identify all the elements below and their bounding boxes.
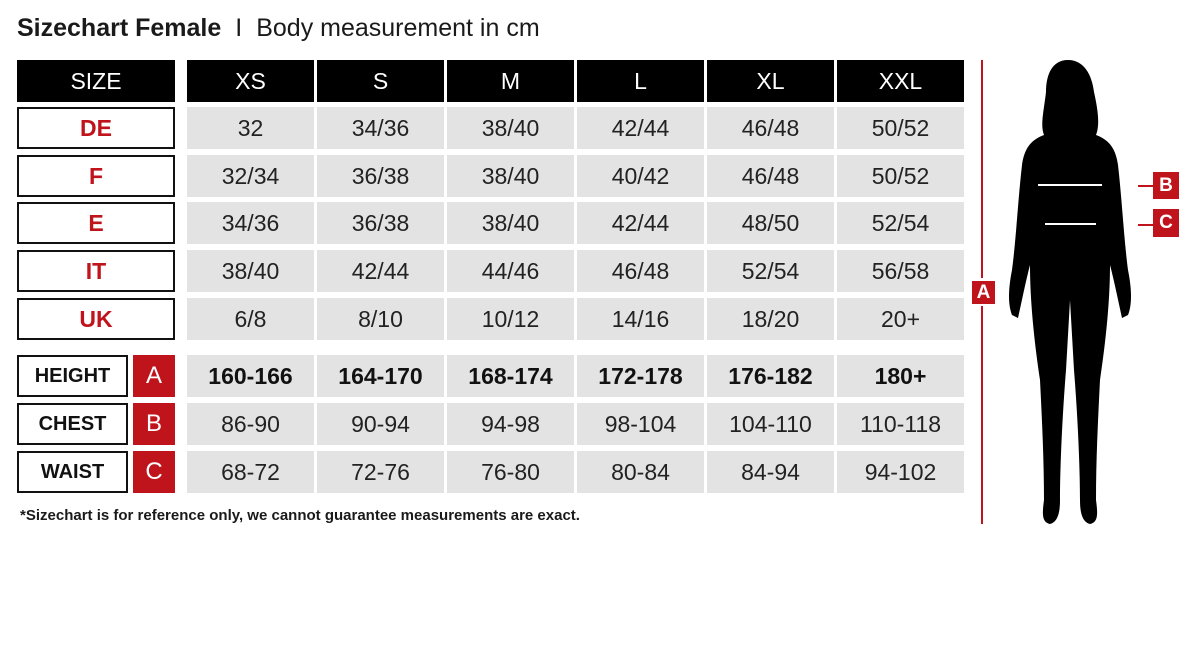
- table-cell: 18/20: [707, 298, 834, 340]
- table-cell: 46/48: [577, 250, 704, 292]
- table-cell: 52/54: [837, 202, 964, 244]
- height-tag-a: A: [972, 281, 995, 304]
- table-cell: 38/40: [447, 155, 574, 197]
- page-title: Sizechart Female I Body measurement in cm: [17, 14, 540, 43]
- height-line-top: [981, 60, 983, 278]
- table-cell: 34/36: [317, 107, 444, 149]
- table-cell: 164-170: [317, 355, 444, 397]
- table-cell: 176-182: [707, 355, 834, 397]
- table-cell: 14/16: [577, 298, 704, 340]
- footnote: *Sizechart is for reference only, we can…: [20, 507, 580, 524]
- chest-tick: [1138, 185, 1154, 187]
- country-label-f: F: [17, 155, 175, 197]
- table-cell: 68-72: [187, 451, 314, 493]
- country-label-uk: UK: [17, 298, 175, 340]
- waist-tag-c: C: [1153, 209, 1179, 237]
- table-cell: 90-94: [317, 403, 444, 445]
- table-cell: 36/38: [317, 155, 444, 197]
- table-cell: 42/44: [577, 202, 704, 244]
- country-label-it: IT: [17, 250, 175, 292]
- table-cell: 180+: [837, 355, 964, 397]
- country-label-de: DE: [17, 107, 175, 149]
- size-header-xxl: XXL: [837, 60, 964, 102]
- table-cell: 32: [187, 107, 314, 149]
- table-cell: 86-90: [187, 403, 314, 445]
- chest-tag-b: B: [1153, 172, 1179, 199]
- table-cell: 44/46: [447, 250, 574, 292]
- table-cell: 94-102: [837, 451, 964, 493]
- table-cell: 38/40: [447, 202, 574, 244]
- table-cell: 48/50: [707, 202, 834, 244]
- table-cell: 46/48: [707, 107, 834, 149]
- size-header-m: M: [447, 60, 574, 102]
- size-header-s: S: [317, 60, 444, 102]
- table-cell: 50/52: [837, 155, 964, 197]
- table-cell: 50/52: [837, 107, 964, 149]
- table-cell: 94-98: [447, 403, 574, 445]
- measurement-letter-b: B: [133, 403, 175, 445]
- size-header-xs: XS: [187, 60, 314, 102]
- table-cell: 52/54: [707, 250, 834, 292]
- table-cell: 72-76: [317, 451, 444, 493]
- table-cell: 46/48: [707, 155, 834, 197]
- table-cell: 38/40: [447, 107, 574, 149]
- table-cell: 80-84: [577, 451, 704, 493]
- title-subtitle: Body measurement in cm: [256, 14, 540, 42]
- table-cell: 6/8: [187, 298, 314, 340]
- waist-tick: [1138, 224, 1154, 226]
- measurement-letter-a: A: [133, 355, 175, 397]
- table-cell: 172-178: [577, 355, 704, 397]
- title-main: Sizechart Female: [17, 14, 222, 42]
- measurement-label-waist: WAIST: [17, 451, 128, 493]
- table-cell: 84-94: [707, 451, 834, 493]
- size-header: SIZE: [17, 60, 175, 102]
- size-header-xl: XL: [707, 60, 834, 102]
- table-cell: 20+: [837, 298, 964, 340]
- measurement-label-height: HEIGHT: [17, 355, 128, 397]
- table-cell: 104-110: [707, 403, 834, 445]
- height-line-bottom: [981, 306, 983, 524]
- table-cell: 42/44: [577, 107, 704, 149]
- measurement-label-chest: CHEST: [17, 403, 128, 445]
- table-cell: 38/40: [187, 250, 314, 292]
- table-cell: 98-104: [577, 403, 704, 445]
- country-label-e: E: [17, 202, 175, 244]
- table-cell: 10/12: [447, 298, 574, 340]
- table-cell: 32/34: [187, 155, 314, 197]
- table-cell: 76-80: [447, 451, 574, 493]
- table-cell: 34/36: [187, 202, 314, 244]
- measurement-letter-c: C: [133, 451, 175, 493]
- title-separator: I: [235, 14, 243, 42]
- table-cell: 42/44: [317, 250, 444, 292]
- size-header-l: L: [577, 60, 704, 102]
- table-cell: 160-166: [187, 355, 314, 397]
- table-cell: 110-118: [837, 403, 964, 445]
- table-cell: 40/42: [577, 155, 704, 197]
- table-cell: 168-174: [447, 355, 574, 397]
- table-cell: 36/38: [317, 202, 444, 244]
- table-cell: 8/10: [317, 298, 444, 340]
- table-cell: 56/58: [837, 250, 964, 292]
